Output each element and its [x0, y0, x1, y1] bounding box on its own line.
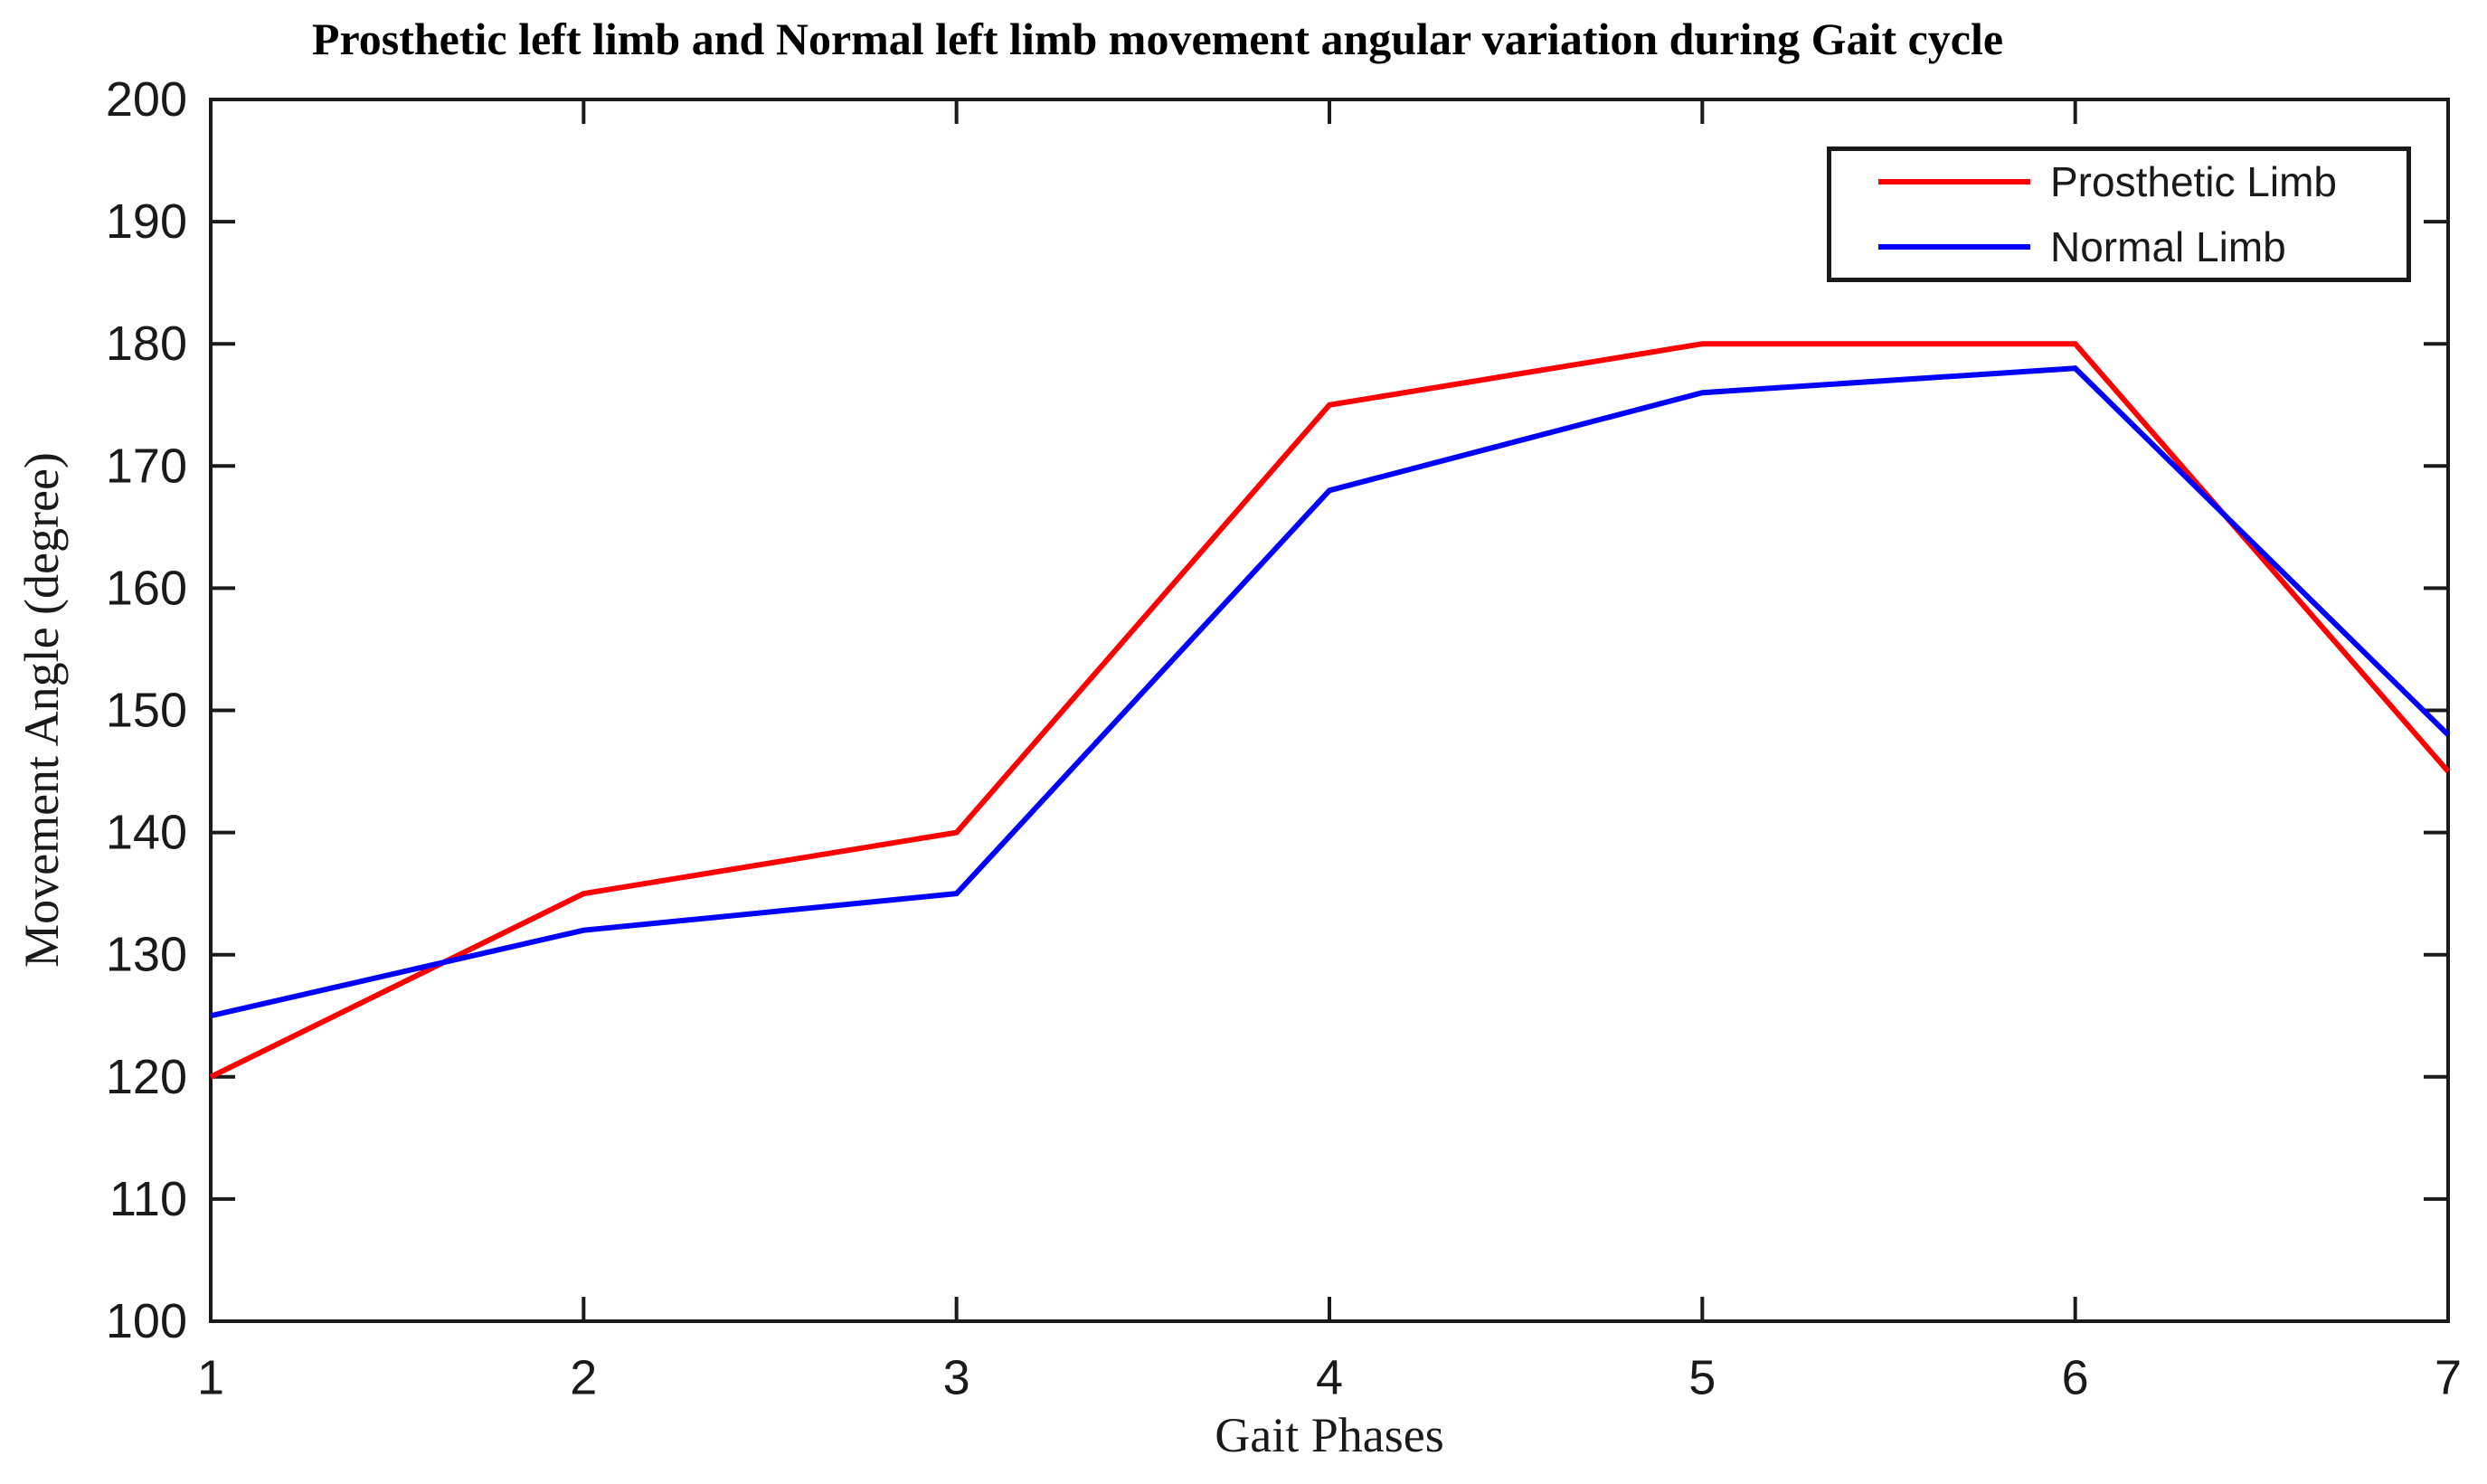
legend-row-prosthetic: Prosthetic Limb	[1878, 161, 2407, 203]
axes-frame	[209, 98, 2450, 1323]
chart-title: Prosthetic left limb and Normal left lim…	[311, 14, 2004, 64]
legend-line-sample-prosthetic	[1878, 179, 2030, 184]
x-tick-label: 5	[1688, 1350, 1716, 1404]
legend-label-prosthetic: Prosthetic Limb	[2050, 158, 2338, 205]
legend-line-sample-normal	[1878, 244, 2030, 250]
y-tick-label: 200	[106, 72, 187, 127]
x-tick-label: 3	[943, 1350, 970, 1404]
y-tick-label: 110	[109, 1172, 187, 1226]
x-axis-label: Gait Phases	[1215, 1408, 1444, 1462]
y-tick-label: 100	[106, 1294, 187, 1348]
x-tick-label: 4	[1316, 1350, 1343, 1404]
x-tick-label: 2	[570, 1350, 597, 1404]
series-line-normal-limb	[210, 365, 2451, 1019]
y-tick-label: 170	[106, 439, 187, 493]
y-tick-label: 150	[106, 684, 187, 738]
x-tick-label: 6	[2062, 1350, 2089, 1404]
y-tick-label: 180	[106, 317, 187, 371]
legend-label-normal: Normal Limb	[2050, 223, 2286, 270]
x-tick-label: 1	[197, 1350, 224, 1404]
legend-row-normal: Normal Limb	[1878, 226, 2407, 268]
legend: Prosthetic Limb Normal Limb	[1827, 147, 2411, 282]
y-tick-label: 130	[106, 928, 187, 982]
series-line-prosthetic-limb	[209, 341, 2451, 1080]
y-tick-label: 160	[106, 561, 187, 615]
x-tick-label: 7	[2435, 1350, 2462, 1404]
y-tick-label: 120	[106, 1050, 187, 1104]
y-tick-label: 190	[106, 194, 187, 249]
y-tick-label: 140	[106, 806, 187, 860]
